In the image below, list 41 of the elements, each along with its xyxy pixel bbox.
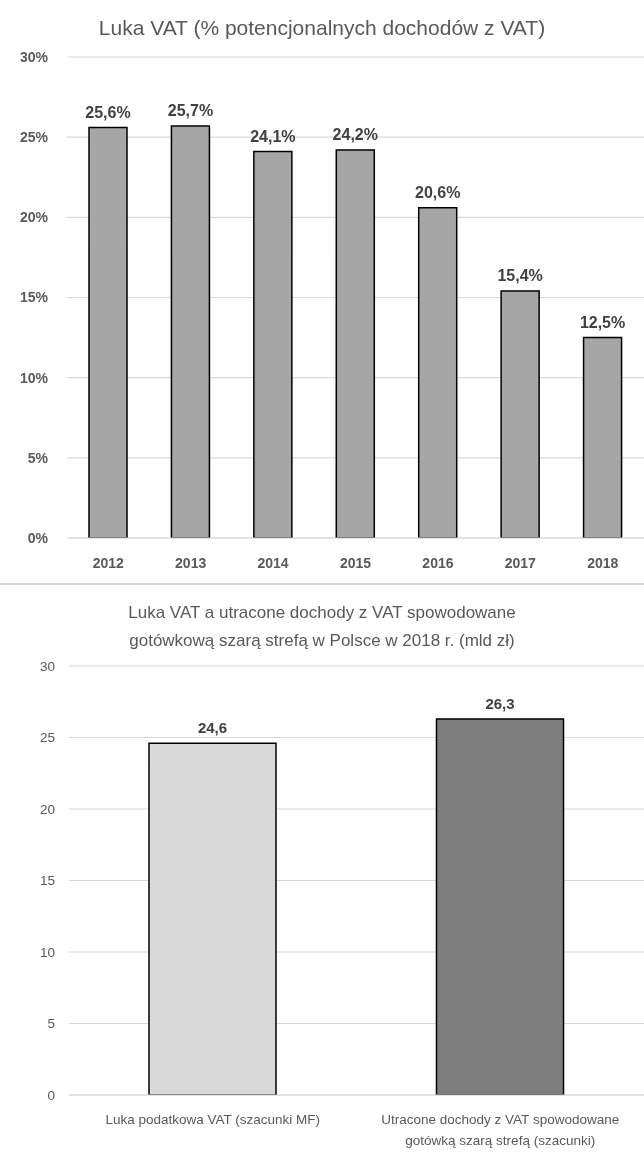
x-tick-label: 2013 [175,555,207,571]
y-tick-label: 0 [47,1087,55,1103]
data-label: 26,3 [485,694,515,712]
x-tick-label: 2017 [504,555,537,571]
data-label: 15,4% [497,267,543,285]
y-tick-label: 15 [39,873,55,889]
x-tick-label: Utracone dochody z VAT spowodowane gotówką szarą strefą (szacunki) [381,1112,620,1148]
x-tick-label: 2016 [422,555,454,571]
y-tick-label: 30% [19,48,49,65]
chart-title: Luka VAT (% potencjonalnych dochodów z VAT) [98,15,546,41]
bar [417,206,458,538]
y-tick-label: 20% [19,209,49,226]
x-tick-label: 2012 [92,555,124,571]
y-tick-label: 0% [27,529,49,546]
y-tick-label: 5% [27,449,49,466]
x-tick-label: Luka podatkowa VAT (szacunki MF) [105,1112,321,1127]
y-tick-label: 20 [39,801,55,817]
x-tick-label: 2015 [339,555,372,571]
bar [253,150,293,538]
chart-title: Luka VAT a utracone dochody z VAT spowodowane gotówkową szarą strefą w Polsce w 2018 r. (mld zł) [128,602,516,652]
bar [582,336,623,538]
data-label: 24,1% [250,127,296,145]
x-tick-label: 2014 [257,555,289,571]
data-label: 24,2% [332,125,378,143]
y-tick-label: 15% [19,289,49,306]
x-tick-label: 2018 [587,555,619,571]
bar [500,290,540,538]
y-tick-label: 5 [47,1016,55,1032]
bar [88,126,128,538]
bar [335,149,376,538]
y-tick-label: 30 [39,658,55,674]
bar [170,125,211,538]
data-label: 12,5% [579,313,626,331]
data-label: 25,7% [167,101,214,119]
y-tick-label: 25% [19,129,49,146]
data-label: 24,6 [197,719,228,737]
y-tick-label: 10 [39,944,55,960]
y-tick-label: 25 [39,730,55,746]
data-label: 25,6% [85,103,131,121]
y-tick-label: 10% [19,369,49,386]
data-label: 20,6% [415,183,461,201]
